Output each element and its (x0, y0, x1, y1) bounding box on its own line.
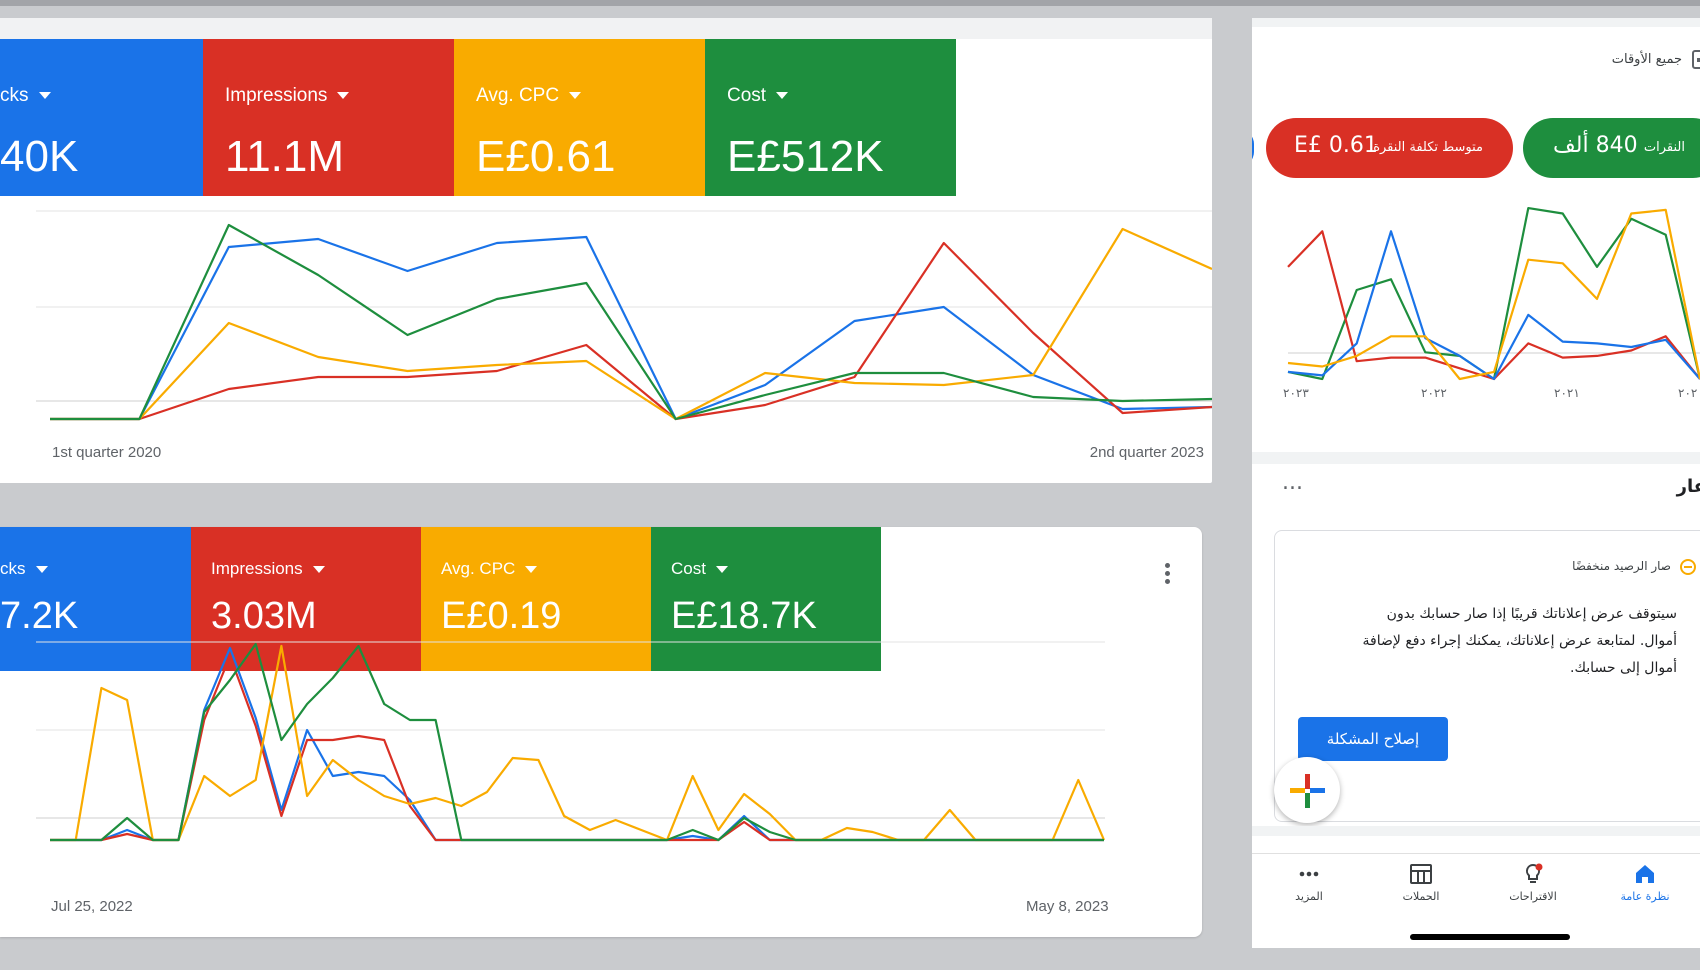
dropdown-caret-icon (35, 566, 48, 574)
tile-label: Cost (727, 85, 767, 106)
series-line-clicks (50, 235, 1212, 421)
dropdown-caret-icon (776, 92, 789, 100)
x-tick: ٢٠٢١ (1554, 386, 1580, 400)
tile-avg-cpc[interactable]: Avg. CPC E£0.61 (454, 39, 705, 196)
x-axis-start-label: Jul 25, 2022 (51, 898, 133, 915)
tile-label: cks (0, 85, 29, 106)
dropdown-caret-icon (525, 566, 538, 574)
dropdown-caret-icon (569, 92, 582, 100)
tile-label: Impressions (211, 559, 303, 578)
pill-value: 840 ألف (1553, 133, 1638, 158)
x-tick: ٢٠٢٣ (1283, 386, 1309, 400)
mobile-app-screen: جميع الأوقات E£ 0.61 متوسط تكلفة النقرة … (1252, 18, 1700, 948)
dropdown-caret-icon (312, 566, 325, 574)
nav-label: نظرة عامة (1620, 890, 1670, 903)
mobile-top-gap (1252, 18, 1700, 27)
series-line-avg-cpc (50, 227, 1212, 421)
line-chart-recent (36, 641, 1106, 842)
plus-icon (1290, 774, 1325, 808)
series-line-impressions (50, 241, 1212, 421)
nav-label: الاقتراحات (1509, 890, 1557, 903)
dropdown-caret-icon (715, 566, 728, 574)
alert-body-line: أموال. لمتابعة عرض إعلاناتك، يمكنك إجراء… (1362, 633, 1677, 649)
tile-value: E£0.19 (441, 595, 562, 637)
tile-avg-cpc[interactable]: Avg. CPC E£0.19 (421, 527, 651, 671)
x-axis-start-label: 1st quarter 2020 (52, 444, 162, 461)
tile-cost[interactable]: Cost E£512K (705, 39, 956, 196)
series-line-impressions (50, 654, 1104, 842)
nav-item-campaigns[interactable]: الحملات (1376, 862, 1466, 903)
line-chart-all-time (36, 210, 1212, 421)
home-indicator (1410, 934, 1570, 940)
pill-label: متوسط تكلفة النقرة (1373, 140, 1483, 155)
x-axis-end-label: May 8, 2023 (1026, 898, 1109, 915)
tile-clicks[interactable]: cks 7.2K (0, 527, 191, 671)
section-more-button[interactable]: ... (1282, 470, 1303, 495)
tile-value: 40K (0, 132, 79, 181)
tile-value: E£18.7K (671, 595, 817, 637)
performance-card-all-time: cks 40K Impressions 11.1M Avg. CPC E£0.6… (0, 18, 1212, 483)
series-line-yellow (1287, 208, 1700, 381)
bottom-navigation: المزيد الحملات الاقتراحات نظرة عامة (1252, 853, 1700, 948)
nav-item-overview[interactable]: نظرة عامة (1600, 862, 1690, 903)
date-range-label: جميع الأوقات (1611, 52, 1682, 67)
series-line-cost (50, 642, 1104, 842)
campaigns-icon (1410, 864, 1432, 884)
tile-clicks[interactable]: cks 40K (0, 39, 203, 196)
tile-value: 11.1M (225, 132, 345, 181)
pill-clicks[interactable]: 840 ألف النقرات (1523, 118, 1700, 178)
nav-item-recommendations[interactable]: الاقتراحات (1488, 862, 1578, 903)
tile-impressions[interactable]: Impressions 11.1M (203, 39, 454, 196)
date-range-selector[interactable]: جميع الأوقات (1612, 52, 1682, 67)
tile-impressions[interactable]: Impressions 3.03M (191, 527, 421, 671)
nav-label: الحملات (1402, 890, 1440, 903)
create-fab-button[interactable] (1274, 757, 1340, 823)
dropdown-caret-icon (38, 92, 51, 100)
tile-label: Avg. CPC (476, 85, 560, 106)
tile-label: cks (0, 559, 26, 578)
x-axis-end-label: 2nd quarter 2023 (1089, 444, 1204, 461)
performance-card-recent: cks 7.2K Impressions 3.03M Avg. CPC E£0.… (0, 527, 1202, 937)
section-divider (1252, 826, 1700, 836)
tile-label: Impressions (225, 85, 328, 106)
pill-label: النقرات (1643, 140, 1685, 155)
recommendations-icon (1525, 863, 1543, 883)
alert-body-line: سيتوقف عرض إعلاناتك قريبًا إذا صار حسابك… (1386, 606, 1677, 622)
tile-value: 3.03M (211, 595, 317, 637)
x-tick: ٢٠٢٢ (1421, 386, 1447, 400)
fix-issue-button[interactable]: إصلاح المشكلة (1298, 717, 1448, 761)
more-vert-icon[interactable] (1155, 560, 1179, 588)
nav-label: المزيد (1295, 890, 1323, 903)
pill-value: E£ 0.61 (1294, 133, 1378, 158)
series-line-blue (1287, 230, 1700, 381)
low-balance-alert-card: صار الرصيد منخفضًا سيتوقف عرض إعلاناتك ق… (1274, 530, 1700, 822)
top-strip (0, 0, 1700, 6)
alert-title: صار الرصيد منخفضًا (1572, 559, 1671, 573)
pill-avg-cpc[interactable]: E£ 0.61 متوسط تكلفة النقرة (1266, 118, 1513, 178)
tile-label: Cost (671, 559, 706, 578)
alert-body-line: أموال إلى حسابك. (1570, 660, 1677, 676)
series-line-avg-cpc (50, 644, 1106, 842)
series-line-clicks (50, 646, 1104, 842)
tile-value: 7.2K (0, 595, 79, 637)
more-horiz-icon (1299, 871, 1319, 877)
calendar-icon (1692, 50, 1700, 69)
section-more-icon: ... (1282, 470, 1303, 495)
x-tick: ٢٠٢ (1678, 386, 1698, 400)
tile-value: E£512K (727, 132, 884, 181)
warning-circle-icon (1680, 559, 1696, 575)
section-divider (1252, 452, 1700, 464)
pill-offscreen (1252, 130, 1254, 166)
dropdown-caret-icon (337, 92, 350, 100)
alert-body: سيتوقف عرض إعلاناتك قريبًا إذا صار حسابك… (1363, 601, 1677, 682)
tile-label: Avg. CPC (441, 559, 516, 578)
tile-value: E£0.61 (476, 132, 616, 181)
tile-cost[interactable]: Cost E£18.7K (651, 527, 881, 671)
series-line-cost (50, 223, 1212, 421)
section-title: عار (1676, 476, 1700, 497)
mobile-line-chart (1287, 207, 1700, 381)
home-icon (1636, 865, 1654, 883)
panel-header-strip (0, 18, 1212, 39)
nav-item-more[interactable]: المزيد (1264, 862, 1354, 903)
